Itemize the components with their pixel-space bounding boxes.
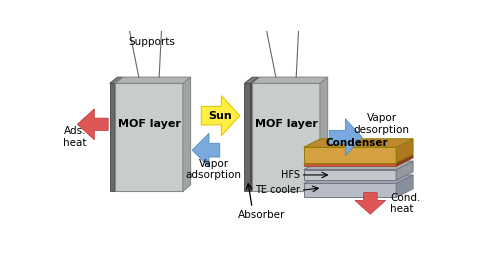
Polygon shape (183, 77, 191, 191)
Text: Vapor
desorption: Vapor desorption (353, 114, 409, 135)
Polygon shape (396, 139, 413, 163)
Polygon shape (115, 77, 123, 191)
Text: MOF layer: MOF layer (118, 119, 180, 129)
Text: HFS: HFS (281, 170, 300, 180)
Text: MOF layer: MOF layer (254, 119, 317, 129)
Polygon shape (304, 139, 413, 147)
Polygon shape (320, 77, 328, 191)
Polygon shape (304, 161, 413, 170)
Polygon shape (304, 155, 413, 163)
Polygon shape (252, 77, 328, 83)
Text: Sun: Sun (208, 111, 232, 121)
Polygon shape (396, 161, 413, 180)
Polygon shape (304, 163, 396, 166)
Polygon shape (304, 147, 396, 163)
Polygon shape (304, 175, 413, 183)
Polygon shape (304, 170, 396, 180)
Polygon shape (77, 109, 108, 140)
Text: Vapor
adsorption: Vapor adsorption (186, 159, 241, 180)
Polygon shape (329, 119, 362, 156)
Text: Condenser: Condenser (325, 138, 388, 148)
Text: Cond.
heat: Cond. heat (390, 193, 420, 214)
Polygon shape (244, 77, 258, 83)
Polygon shape (244, 83, 251, 191)
Polygon shape (252, 83, 320, 191)
Polygon shape (396, 175, 413, 197)
Text: Ads.
heat: Ads. heat (63, 126, 87, 148)
Polygon shape (201, 96, 240, 136)
Polygon shape (251, 77, 258, 191)
Text: Absorber: Absorber (238, 209, 285, 220)
Polygon shape (110, 77, 123, 83)
Polygon shape (355, 193, 385, 214)
Polygon shape (115, 83, 183, 191)
Text: Supports: Supports (129, 37, 176, 47)
Text: TE cooler: TE cooler (255, 185, 300, 195)
Polygon shape (396, 155, 413, 166)
Polygon shape (192, 133, 220, 167)
Polygon shape (304, 183, 396, 197)
Polygon shape (115, 77, 191, 83)
Polygon shape (110, 83, 115, 191)
